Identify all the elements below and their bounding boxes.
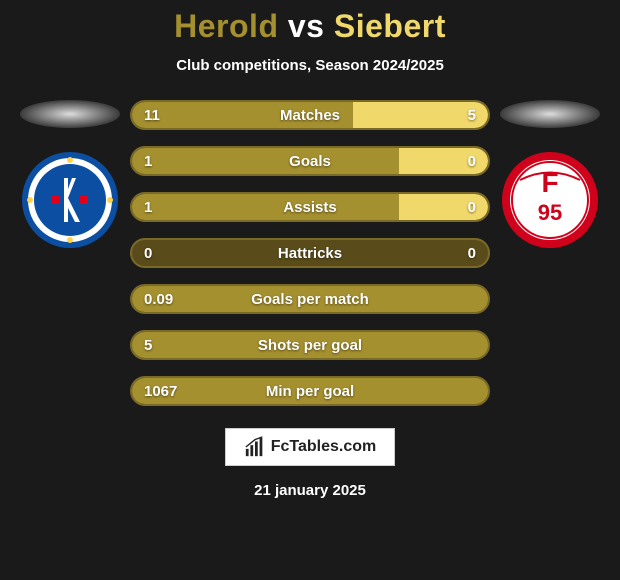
- stat-label: Min per goal: [266, 383, 354, 400]
- stat-fill-left: [132, 148, 399, 174]
- stat-bar: 11 Matches 5: [130, 100, 490, 130]
- stat-value-right: 0: [468, 153, 476, 170]
- stat-bar: 0.09 Goals per match: [130, 284, 490, 314]
- stat-label: Matches: [280, 107, 340, 124]
- stat-value-left: 11: [144, 107, 160, 124]
- page-title: Herold vs Siebert: [174, 8, 446, 45]
- vs-text: vs: [288, 8, 325, 44]
- stat-bar: 1 Goals 0: [130, 146, 490, 176]
- comparison-card: Herold vs Siebert Club competitions, Sea…: [0, 0, 620, 580]
- stat-bar: 1067 Min per goal: [130, 376, 490, 406]
- player2-ellipse: [500, 100, 600, 128]
- stat-fill-left: [132, 194, 399, 220]
- stat-value-left: 1: [144, 199, 152, 216]
- player1-ellipse: [20, 100, 120, 128]
- stat-value-right: 0: [468, 245, 476, 262]
- subtitle: Club competitions, Season 2024/2025: [176, 57, 444, 74]
- right-logo-column: F 95: [490, 100, 610, 250]
- brand-badge[interactable]: FcTables.com: [225, 428, 395, 466]
- stat-bar: 5 Shots per goal: [130, 330, 490, 360]
- stat-label: Goals per match: [251, 291, 369, 308]
- chart-icon: [244, 436, 266, 458]
- date-text: 21 january 2025: [254, 482, 366, 499]
- stat-value-left: 0.09: [144, 291, 173, 308]
- svg-text:95: 95: [538, 200, 562, 225]
- stat-bar: 1 Assists 0: [130, 192, 490, 222]
- stat-value-left: 1067: [144, 383, 177, 400]
- stat-bar: 0 Hattricks 0: [130, 238, 490, 268]
- stat-label: Goals: [289, 153, 331, 170]
- stats-column: 11 Matches 5 1 Goals 0 1 Assists 0 0 Hattricks 0 0.0…: [130, 100, 490, 406]
- stat-value-right: 0: [468, 199, 476, 216]
- stat-label: Shots per goal: [258, 337, 362, 354]
- club-logo-left: [20, 150, 120, 250]
- stat-value-right: 5: [468, 107, 476, 124]
- stat-value-left: 5: [144, 337, 152, 354]
- main-row: 11 Matches 5 1 Goals 0 1 Assists 0 0 Hattricks 0 0.0…: [0, 100, 620, 406]
- stat-label: Assists: [283, 199, 336, 216]
- player1-name: Herold: [174, 8, 278, 44]
- club-logo-right: F 95: [500, 150, 600, 250]
- stat-value-left: 0: [144, 245, 152, 262]
- stat-label: Hattricks: [278, 245, 342, 262]
- player2-name: Siebert: [334, 8, 446, 44]
- left-logo-column: [10, 100, 130, 250]
- brand-text: FcTables.com: [271, 438, 377, 456]
- stat-value-left: 1: [144, 153, 152, 170]
